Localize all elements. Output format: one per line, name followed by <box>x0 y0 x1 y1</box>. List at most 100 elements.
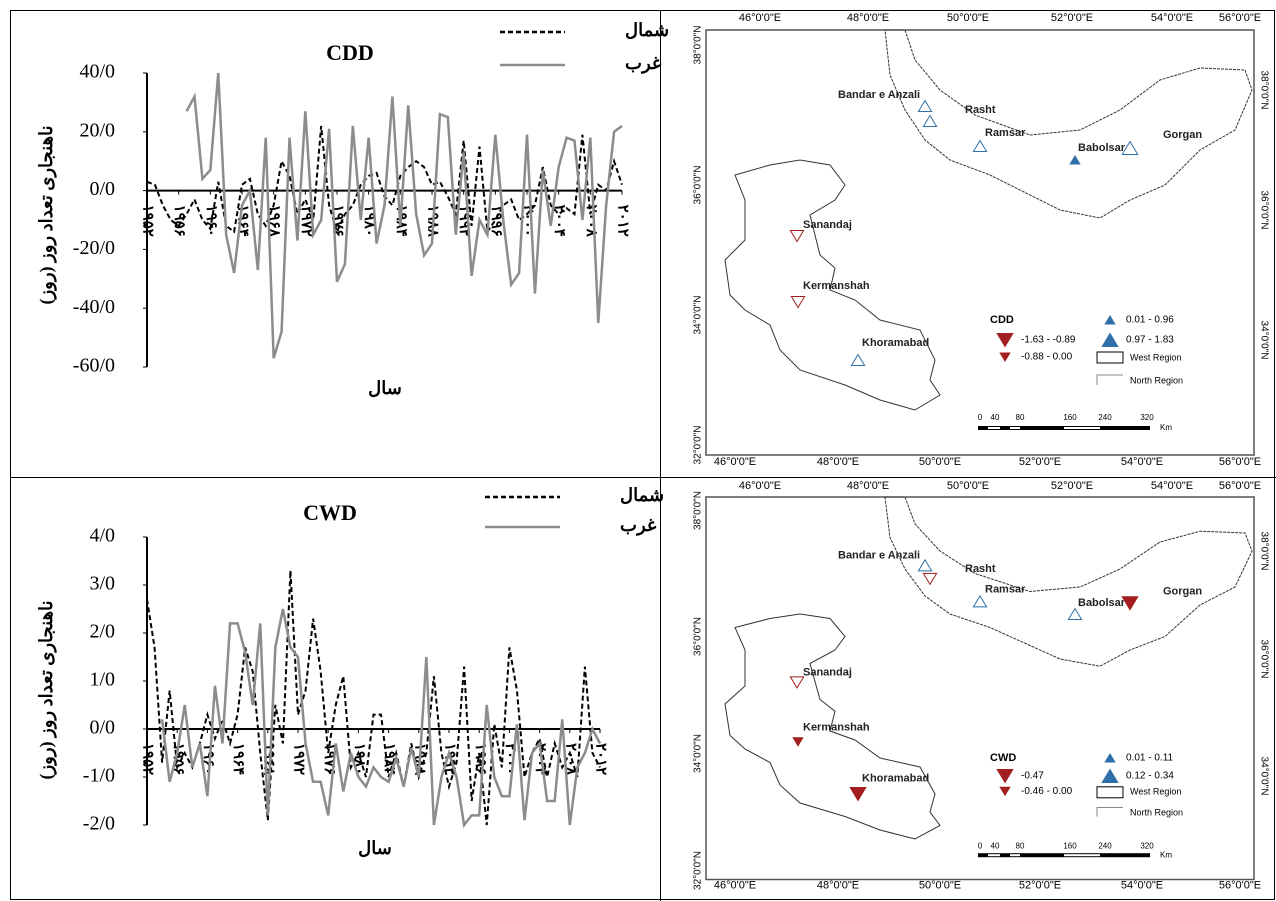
station-label: Kermanshah <box>803 280 870 292</box>
station-label: Ramsar <box>985 127 1026 139</box>
lon-label: 56°0'0"E <box>1219 880 1261 892</box>
y-tick-label: 20/0 <box>79 119 115 141</box>
station-label: Gorgan <box>1163 585 1202 597</box>
legend-item: West Region <box>1130 352 1181 362</box>
x-axis-label: سال <box>368 378 402 398</box>
lon-label: 56°0'0"E <box>1219 12 1261 24</box>
scale-label: 160 <box>1063 413 1077 422</box>
station-label: Sanandaj <box>803 219 852 231</box>
lat-label: 34°0'0"N <box>1258 321 1269 360</box>
scale-label: Km <box>1160 850 1172 859</box>
x-tick-label: ۱۹۶۸ <box>260 743 276 776</box>
station-symbol <box>1101 768 1119 783</box>
station-label: Rasht <box>965 563 996 575</box>
legend-item: West Region <box>1130 787 1181 797</box>
legend-item: -0.47 <box>1021 771 1044 782</box>
station-symbol <box>790 296 806 309</box>
x-tick-label: ۲۰۰۴ <box>532 743 548 775</box>
x-tick-label: ۲۰۱۲ <box>615 205 631 237</box>
frame <box>10 10 1275 900</box>
x-tick-label: ۱۹۵۶ <box>171 205 187 237</box>
station-symbol <box>996 333 1014 348</box>
lon-label: 52°0'0"E <box>1051 480 1093 492</box>
legend-label: شمال <box>625 20 669 40</box>
legend-item: -1.63 - -0.89 <box>1021 335 1076 346</box>
chart-title: CDD <box>326 40 374 65</box>
y-tick-label: 1/0 <box>89 669 115 691</box>
station-symbol <box>849 787 867 802</box>
station-symbol <box>1069 155 1081 165</box>
x-tick-label: ۱۹۵۲ <box>140 205 156 237</box>
lon-label: 48°0'0"E <box>817 880 859 892</box>
lon-label: 52°0'0"E <box>1051 12 1093 24</box>
x-axis-label: سال <box>358 838 392 858</box>
station-symbol <box>1104 315 1116 325</box>
lat-label: 38°0'0"N <box>693 491 704 530</box>
legend-line <box>1096 374 1123 385</box>
y-tick-label: -1/0 <box>83 765 115 787</box>
lat-label: 34°0'0"N <box>1258 757 1269 796</box>
scale-label: 320 <box>1140 841 1154 850</box>
scale-label: 40 <box>991 413 1000 422</box>
scale-label: 320 <box>1140 413 1154 422</box>
legend-item: 0.01 - 0.11 <box>1126 753 1174 764</box>
station-label: Ramsar <box>985 584 1026 596</box>
x-tick-label: ۲۰۱۲ <box>593 743 609 775</box>
y-tick-label: -40/0 <box>73 296 115 318</box>
y-tick-label: -20/0 <box>73 237 115 259</box>
legend-item: North Region <box>1130 375 1183 385</box>
station-symbol <box>996 769 1014 784</box>
scale-label: 80 <box>1016 841 1025 850</box>
lat-label: 34°0'0"N <box>693 296 704 335</box>
station-symbol <box>922 114 938 127</box>
station-symbol <box>1067 607 1083 620</box>
series-line <box>185 72 623 359</box>
lat-label: 36°0'0"N <box>1258 191 1269 230</box>
y-tick-label: 40/0 <box>79 61 115 83</box>
scale-label: 0 <box>978 413 983 422</box>
station-label: Khoramabad <box>862 773 929 785</box>
scale-label: 40 <box>991 841 1000 850</box>
station-symbol <box>1104 753 1116 763</box>
station-label: Gorgan <box>1163 129 1202 141</box>
lat-label: 36°0'0"N <box>693 166 704 205</box>
scale-label: 240 <box>1098 841 1112 850</box>
legend-item: North Region <box>1130 807 1183 817</box>
scale-bar <box>1010 427 1020 429</box>
station-symbol <box>922 572 938 586</box>
legend-title: CWD <box>990 752 1016 764</box>
station-symbol <box>999 786 1011 797</box>
y-axis-label: ناهنجاری تعداد روز (روز) <box>36 600 57 779</box>
legend-item: 0.01 - 0.96 <box>1126 315 1174 326</box>
lat-label: 32°0'0"N <box>693 426 704 465</box>
x-tick-label: ۱۹۵۲ <box>140 743 156 775</box>
legend-item: -0.46 - 0.00 <box>1021 786 1073 797</box>
legend-item: 0.97 - 1.83 <box>1126 335 1174 346</box>
lon-label: 50°0'0"E <box>947 480 989 492</box>
x-tick-label: ۱۹۷۶ <box>330 205 346 237</box>
station-label: Rasht <box>965 104 996 116</box>
legend-label: غرب <box>620 515 657 536</box>
lon-label: 46°0'0"E <box>739 12 781 24</box>
station-symbol <box>972 139 988 152</box>
station-label: Kermanshah <box>803 721 870 733</box>
legend-box <box>1096 351 1124 364</box>
lon-label: 46°0'0"E <box>714 880 756 892</box>
lon-label: 50°0'0"E <box>919 456 961 468</box>
y-tick-label: 0/0 <box>89 178 115 200</box>
y-tick-label: 4/0 <box>89 525 115 547</box>
series-line <box>146 570 601 826</box>
station-label: Bandar e Anzali <box>838 89 920 101</box>
x-tick-label: ۱۹۹۶ <box>472 743 488 775</box>
station-symbol <box>1121 140 1139 155</box>
lon-label: 54°0'0"E <box>1151 12 1193 24</box>
x-tick-label: ۲۰۰۸ <box>583 205 599 238</box>
y-tick-label: 2/0 <box>89 621 115 643</box>
y-axis-label: ناهنجاری تعداد روز (روز) <box>36 125 57 304</box>
map-frame <box>705 29 1255 456</box>
y-tick-label: -2/0 <box>83 813 115 835</box>
lon-label: 56°0'0"E <box>1219 456 1261 468</box>
station-symbol <box>1121 596 1139 611</box>
x-tick-label: ۱۹۶۴ <box>230 743 246 775</box>
legend-item: 0.12 - 0.34 <box>1126 771 1174 782</box>
